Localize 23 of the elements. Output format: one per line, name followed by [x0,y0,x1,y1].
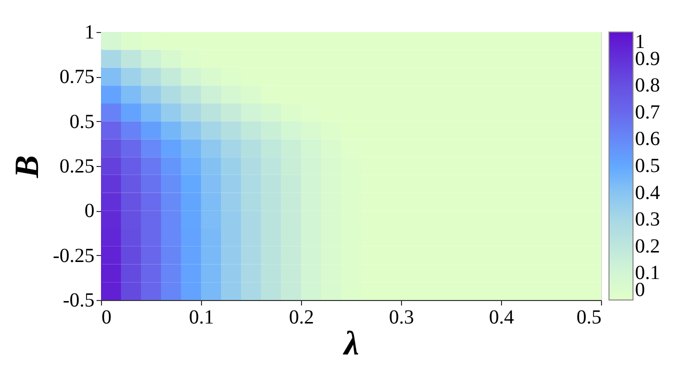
color-bar-label: 0.2 [635,235,660,258]
color-bar-label: 0.6 [635,128,660,150]
y-tick-label: 0.5 [70,110,94,133]
y-axis-title: B [8,155,46,179]
y-tick-label: -0.5 [62,290,94,312]
x-tick-label: 0.4 [489,306,514,328]
color-bar-label: 0.8 [635,74,660,97]
y-tick-label: -0.25 [52,244,94,267]
color-bar-label: 0.4 [635,182,660,204]
y-tick-label: 0.25 [60,156,94,178]
y-tick-label: 0.75 [60,66,94,88]
color-bar-label: 0.7 [635,101,660,124]
color-bar-label: 0.5 [635,155,660,177]
x-tick-label: 0.5 [576,306,602,328]
y-tick-label: 0 [84,200,94,222]
x-tick-label: 0 [102,306,112,328]
y-tick-label: 1 [84,22,94,44]
x-axis-title: λ [342,326,360,362]
x-tick-label: 0.3 [389,306,414,328]
color-bar-label: 0.3 [635,208,660,231]
x-tick-label: 0.1 [189,306,214,328]
x-tick-label: 0.2 [289,306,314,328]
color-bar-label: 0 [635,279,645,301]
